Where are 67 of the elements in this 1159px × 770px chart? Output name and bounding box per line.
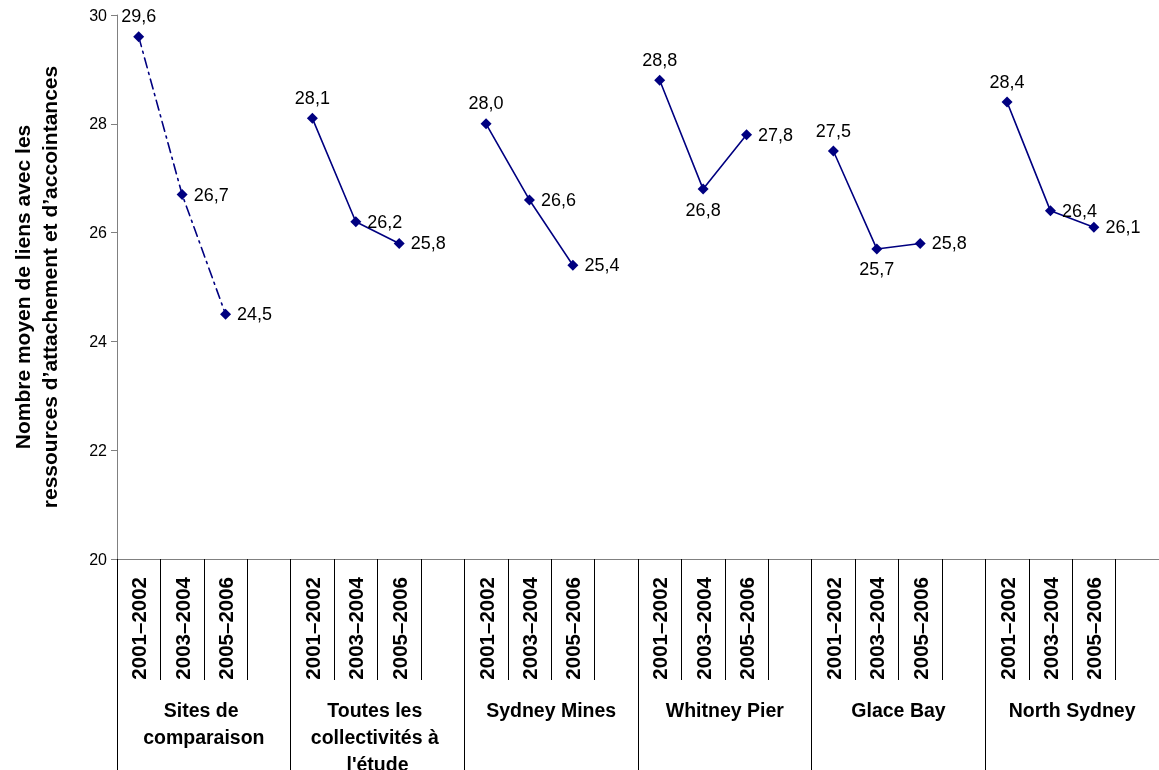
data-label: 26,8 [685, 199, 721, 220]
data-label: 25,7 [859, 259, 895, 280]
y-tick-label: 20 [89, 550, 108, 568]
data-label: 26,2 [367, 211, 403, 232]
y-tick-label: 24 [89, 332, 108, 350]
data-label: 25,8 [410, 233, 446, 254]
x-tick-label: 2005–2006 [561, 577, 585, 680]
data-label: 29,6 [121, 6, 157, 27]
text: Glace Bay [851, 698, 946, 721]
x-tick-label: 2001–2002 [821, 577, 845, 680]
x-tick-label: 2005–2006 [1082, 577, 1106, 680]
y-tick-label: 30 [89, 6, 108, 24]
y-tick-label: 22 [89, 441, 108, 459]
point [567, 259, 579, 271]
x-tick-label: 2005–2006 [214, 577, 238, 680]
point [1088, 221, 1100, 233]
x-tick-label: 2003–2004 [344, 576, 368, 680]
point [741, 129, 753, 141]
data-label: 26,6 [540, 189, 577, 210]
point [871, 243, 883, 255]
data-label: 26,1 [1105, 217, 1141, 238]
x-tick-label: 2001–2002 [300, 577, 324, 680]
x-tick-label: 2005–2006 [387, 577, 411, 680]
data-label: 25,4 [584, 255, 620, 276]
data-label: 24,5 [237, 304, 273, 325]
point [133, 31, 145, 43]
text: Whitney Pier [665, 698, 785, 721]
data-label: 27,8 [758, 124, 794, 145]
point [480, 118, 492, 130]
text: North Sydney [1008, 698, 1136, 721]
point [914, 237, 926, 249]
x-tick-label: 2003–2004 [865, 576, 889, 680]
x-tick-label: 2005–2006 [908, 577, 932, 680]
point [1001, 96, 1013, 108]
data-label: 26,7 [193, 184, 229, 205]
data-label: 25,8 [931, 233, 967, 254]
x-tick-label: 2001–2002 [648, 577, 672, 680]
point [654, 74, 666, 86]
data-label: 28,1 [294, 87, 330, 108]
x-tick-label: 2001–2002 [474, 577, 498, 680]
point [827, 145, 839, 157]
data-label: 28,0 [468, 93, 504, 114]
x-tick-label: 2003–2004 [170, 576, 194, 680]
x-tick-label: 2003–2004 [517, 576, 541, 680]
x-tick-label: 2001–2002 [127, 577, 151, 680]
point [306, 112, 318, 124]
data-label: 27,5 [815, 120, 851, 141]
point [393, 237, 405, 249]
point [176, 189, 188, 201]
data-label: 26,4 [1061, 200, 1098, 221]
y-tick-label: 26 [89, 224, 108, 242]
data-label: 28,8 [642, 49, 678, 70]
x-tick-label: 2003–2004 [691, 576, 715, 680]
y-tick-label: 28 [89, 115, 108, 133]
data-label: 28,4 [989, 71, 1025, 92]
text: Toutes les collectivités à l'étude [310, 698, 445, 770]
point [220, 308, 232, 320]
x-tick-label: 2003–2004 [1038, 576, 1062, 680]
point [1044, 205, 1056, 217]
y-axis-title: Nombre moyen de liens avec les ressources d’attachement et d’accointances [11, 65, 61, 509]
point [523, 194, 535, 206]
x-tick-label: 2005–2006 [735, 577, 759, 680]
text: Sites de comparaison [143, 698, 265, 748]
x-tick-label: 2001–2002 [995, 577, 1019, 680]
point [350, 216, 362, 228]
point [697, 183, 709, 195]
text: Sydney Mines [486, 698, 617, 721]
